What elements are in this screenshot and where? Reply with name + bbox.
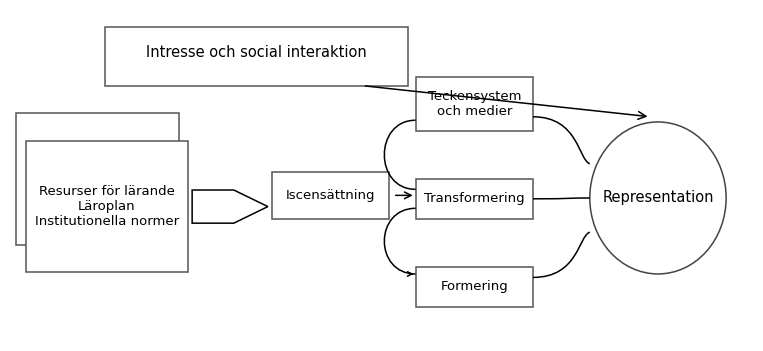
Polygon shape bbox=[192, 190, 268, 223]
Bar bbox=[416, 179, 533, 219]
Bar bbox=[416, 267, 533, 307]
Ellipse shape bbox=[590, 122, 726, 274]
Text: Teckensystem
och medier: Teckensystem och medier bbox=[427, 90, 521, 118]
Bar bbox=[416, 77, 533, 131]
Text: Intresse och social interaktion: Intresse och social interaktion bbox=[146, 45, 367, 60]
Text: Iscensättning: Iscensättning bbox=[285, 189, 375, 202]
Bar bbox=[105, 27, 408, 86]
Text: Transformering: Transformering bbox=[424, 192, 525, 205]
Bar bbox=[17, 113, 179, 245]
Bar bbox=[272, 172, 389, 219]
Text: Formering: Formering bbox=[440, 280, 508, 293]
Bar bbox=[25, 141, 188, 272]
Text: Representation: Representation bbox=[602, 191, 713, 205]
Text: Resurser för lärande
Läroplan
Institutionella normer: Resurser för lärande Läroplan Institutio… bbox=[35, 185, 179, 228]
